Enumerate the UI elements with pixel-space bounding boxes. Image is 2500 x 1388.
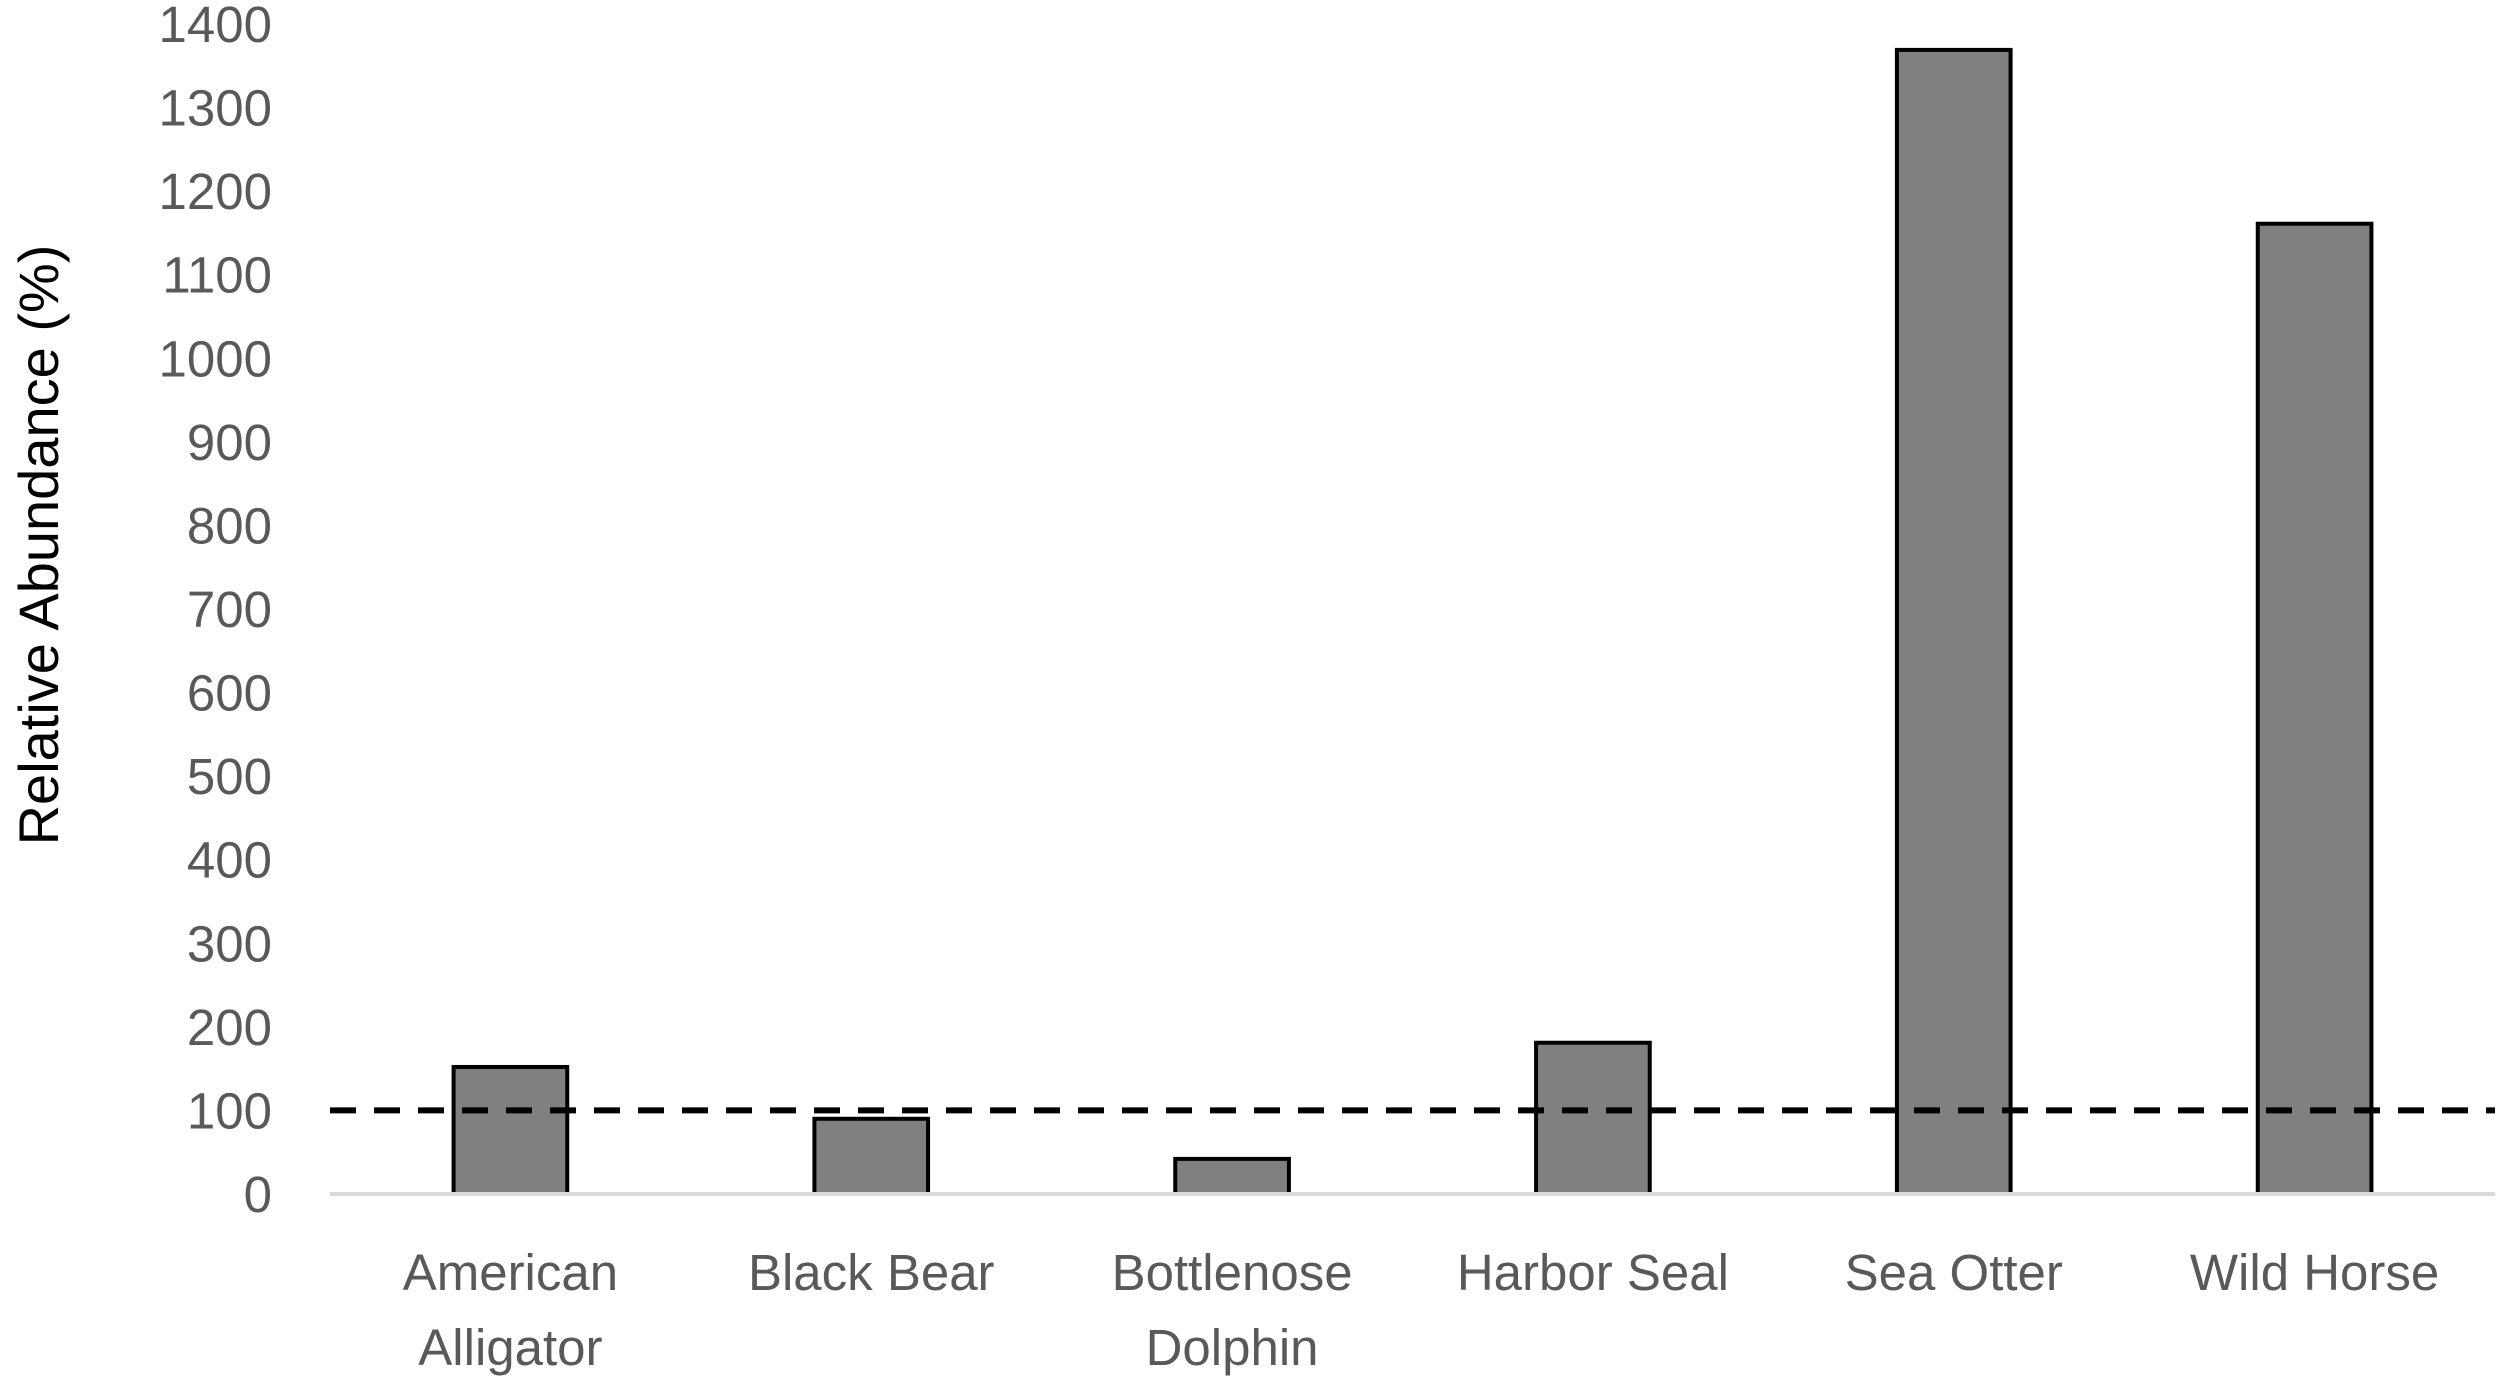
- x-tick-label: Bottlenose: [1112, 1244, 1353, 1301]
- bars: [451, 47, 2374, 1197]
- x-tick-label: Black Bear: [748, 1244, 995, 1301]
- y-tick-label: 300: [187, 915, 272, 972]
- x-tick-label: Dolphin: [1146, 1319, 1319, 1376]
- y-axis-ticks: 0 100 200 300 400 500 600 700 800 900 1000 1100 1200…: [159, 0, 272, 1223]
- x-tick-label: Harbor Seal: [1457, 1244, 1729, 1301]
- bar: [451, 1064, 570, 1197]
- y-tick-label: 200: [187, 999, 272, 1056]
- y-tick-label: 0: [244, 1166, 272, 1223]
- bar: [1894, 47, 2013, 1197]
- bar: [2255, 221, 2374, 1196]
- x-tick-label: Alligator: [418, 1319, 602, 1376]
- y-tick-label: 900: [187, 414, 272, 471]
- y-axis-title: Relative Abundance (%): [7, 245, 70, 846]
- y-tick-label: 1300: [159, 80, 272, 137]
- y-tick-label: 800: [187, 497, 272, 554]
- y-tick-label: 1100: [162, 247, 272, 304]
- y-tick-label: 400: [187, 832, 272, 889]
- x-tick-label: American: [403, 1244, 618, 1301]
- y-tick-label: 1200: [159, 163, 272, 220]
- x-axis-labels: American Alligator Black Bear Bottlenose Dol…: [403, 1244, 2440, 1376]
- y-tick-label: 100: [187, 1082, 272, 1139]
- y-tick-label: 600: [187, 665, 272, 722]
- y-tick-label: 1400: [159, 0, 272, 53]
- y-tick-label: 700: [187, 581, 272, 638]
- bar: [1173, 1156, 1291, 1197]
- y-tick-label: 1000: [159, 330, 272, 387]
- y-tick-label: 500: [187, 748, 272, 805]
- x-tick-label: Sea Otter: [1845, 1244, 2063, 1301]
- bar: [1534, 1040, 1652, 1196]
- bar: [812, 1116, 931, 1197]
- x-tick-label: Wild Horse: [2190, 1244, 2439, 1301]
